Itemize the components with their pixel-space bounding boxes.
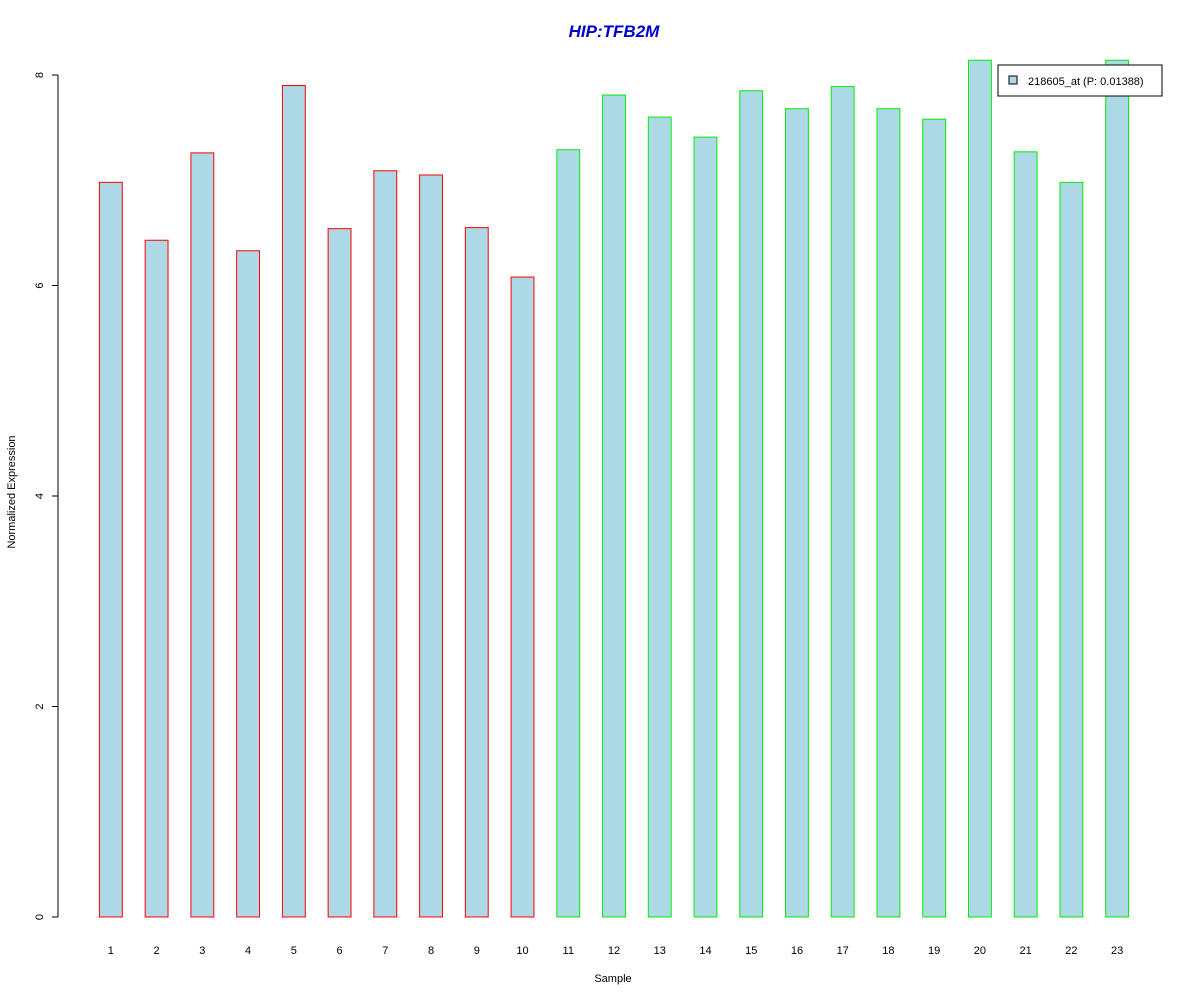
x-tick-label: 4 [245, 945, 251, 957]
bar-sample-18 [876, 108, 901, 918]
y-tick-label: 6 [34, 282, 46, 288]
x-tick-label: 21 [1020, 945, 1032, 957]
x-tick-label: 12 [608, 945, 620, 957]
bar-sample-6 [327, 228, 352, 918]
y-tick-label: 2 [34, 703, 46, 709]
bar-sample-15 [739, 90, 764, 918]
bar-sample-5 [281, 85, 306, 918]
x-tick-label: 16 [791, 945, 803, 957]
x-tick-label: 18 [882, 945, 894, 957]
y-tick-label: 4 [34, 493, 46, 499]
x-tick-label: 2 [154, 945, 160, 957]
x-tick-label: 8 [428, 945, 434, 957]
bars-group [98, 59, 1130, 918]
x-tick-label: 19 [928, 945, 940, 957]
x-tick-label: 7 [382, 945, 388, 957]
x-tick-label: 23 [1111, 945, 1123, 957]
legend-label: 218605_at (P: 0.01388) [1028, 76, 1144, 88]
x-tick-label: 15 [745, 945, 757, 957]
bar-sample-13 [647, 116, 672, 918]
bar-sample-9 [464, 227, 489, 918]
x-tick-label: 11 [563, 945, 574, 957]
legend-swatch [1008, 75, 1018, 85]
x-tick-label: 22 [1065, 945, 1077, 957]
y-tick-label: 8 [34, 72, 46, 78]
chart-title: HIP:TFB2M [569, 22, 661, 41]
x-tick-label: 3 [199, 945, 205, 957]
x-tick-label: 14 [699, 945, 711, 957]
legend-box [997, 64, 1163, 97]
y-axis-label: Normalized Expression [6, 435, 18, 548]
bar-sample-20 [967, 59, 992, 918]
legend: 218605_at (P: 0.01388) [997, 64, 1163, 97]
bar-sample-14 [693, 136, 718, 918]
x-tick-label: 13 [654, 945, 666, 957]
bar-sample-7 [373, 170, 398, 918]
x-axis: 1 2 3 4 5 6 7 8 9 10 11 12 13 14 15 16 17 18 19 20 21 22 23 [108, 945, 1123, 957]
bar-sample-12 [602, 94, 626, 918]
bar-sample-3 [190, 152, 215, 918]
bar-sample-22 [1059, 181, 1084, 918]
bar-sample-4 [236, 250, 261, 918]
x-tick-label: 6 [337, 945, 343, 957]
x-tick-label: 17 [837, 945, 849, 957]
x-tick-label: 20 [974, 945, 986, 957]
bar-sample-17 [830, 86, 855, 918]
bar-sample-16 [785, 108, 809, 918]
x-tick-label: 9 [474, 945, 480, 957]
bar-sample-8 [419, 174, 443, 918]
bar-sample-23 [1105, 59, 1130, 918]
bar-sample-1 [98, 181, 123, 918]
bar-sample-10 [510, 276, 535, 918]
bar-sample-2 [144, 239, 169, 918]
x-axis-label: Sample [594, 973, 631, 985]
bar-sample-21 [1013, 151, 1038, 918]
bar-sample-19 [922, 118, 947, 918]
bar-sample-11 [556, 149, 581, 918]
y-axis: 0 2 4 6 8 [34, 72, 59, 920]
x-tick-label: 5 [291, 945, 297, 957]
x-tick-label: 10 [516, 945, 528, 957]
x-tick-label: 1 [108, 945, 114, 957]
y-tick-label: 0 [34, 914, 46, 920]
